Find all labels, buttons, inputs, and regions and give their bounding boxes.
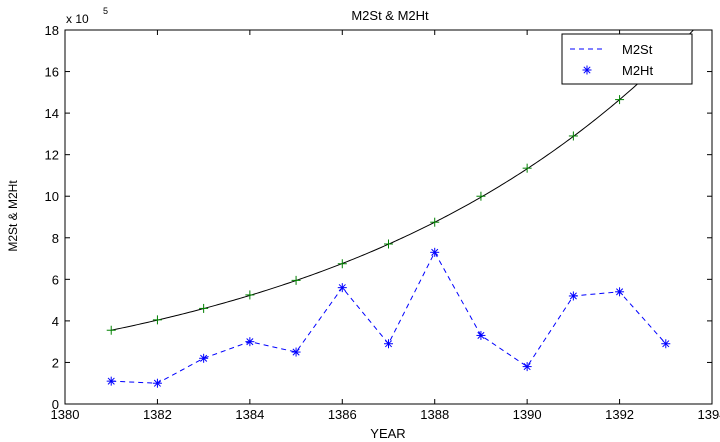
star-stroke bbox=[153, 379, 161, 387]
plot-area bbox=[106, 30, 694, 388]
legend-m2ht-swatch bbox=[582, 65, 592, 75]
y-tick-label: 0 bbox=[52, 397, 59, 412]
y-axis-label: M2St & M2Ht bbox=[6, 180, 20, 252]
star-stroke bbox=[292, 348, 300, 356]
fitted-point bbox=[568, 131, 578, 141]
series-point-m2ht bbox=[291, 347, 301, 357]
star-stroke bbox=[583, 66, 591, 74]
x-tick-label: 1380 bbox=[51, 407, 80, 422]
series-point-m2ht bbox=[152, 378, 162, 388]
series-point-m2ht bbox=[384, 339, 393, 349]
series-point-m2ht bbox=[430, 247, 440, 257]
star-stroke bbox=[246, 338, 254, 346]
fitted-point bbox=[245, 290, 255, 300]
series-point-m2ht bbox=[199, 353, 209, 363]
star-stroke bbox=[477, 331, 485, 339]
series-point-m2ht bbox=[661, 339, 671, 349]
x-tick-label: 1392 bbox=[605, 407, 634, 422]
y-tick-label: 18 bbox=[45, 23, 59, 38]
fitted-point bbox=[476, 191, 486, 201]
series-point-m2ht bbox=[568, 291, 578, 301]
x-tick-label: 1386 bbox=[328, 407, 357, 422]
fitted-point bbox=[522, 163, 532, 173]
y-tick-label: 4 bbox=[52, 314, 59, 329]
axes-box bbox=[64, 29, 713, 405]
legend-m2st-label: M2St bbox=[622, 42, 653, 57]
fitted-curve bbox=[111, 30, 694, 331]
y-multiplier-exponent: 5 bbox=[103, 6, 108, 16]
fitted-point bbox=[152, 315, 162, 325]
chart-title: M2St & M2Ht bbox=[351, 8, 429, 23]
series-point-m2ht bbox=[245, 337, 255, 347]
star-stroke bbox=[569, 292, 577, 300]
star-stroke bbox=[338, 284, 346, 292]
fitted-point bbox=[199, 303, 209, 313]
fitted-point bbox=[291, 275, 301, 285]
legend-star-marker bbox=[582, 65, 592, 75]
x-tick-label: 1394 bbox=[698, 407, 720, 422]
series-point-m2ht bbox=[476, 330, 486, 340]
legend-m2ht-label: M2Ht bbox=[622, 63, 653, 78]
legend: M2St M2Ht bbox=[561, 33, 693, 85]
y-tick-label: 10 bbox=[45, 189, 59, 204]
star-stroke bbox=[200, 354, 208, 362]
axes-layer: 1380 1382 1384 1386 1388 1390 1392 1394 0 2 4 6 8 10 1… bbox=[45, 23, 720, 422]
x-tick-label: 1382 bbox=[143, 407, 172, 422]
y-multiplier-label: x 10 bbox=[66, 12, 89, 26]
y-tick-label: 14 bbox=[45, 106, 59, 121]
star-stroke bbox=[523, 363, 531, 371]
y-tick-label: 2 bbox=[52, 355, 59, 370]
legend-box bbox=[561, 33, 693, 85]
fitted-point bbox=[337, 259, 347, 269]
plot-layer bbox=[106, 30, 694, 388]
y-tick-label: 12 bbox=[45, 148, 59, 163]
x-tick-label: 1388 bbox=[420, 407, 449, 422]
y-tick-label: 6 bbox=[52, 272, 59, 287]
y-tick-label: 8 bbox=[52, 231, 59, 246]
series-point-m2ht bbox=[106, 376, 116, 386]
x-tick-label: 1384 bbox=[235, 407, 264, 422]
x-axis-label: YEAR bbox=[370, 426, 405, 441]
star-stroke bbox=[431, 248, 439, 256]
fitted-point bbox=[106, 325, 116, 335]
fitted-point bbox=[430, 217, 440, 227]
fitted-point bbox=[384, 239, 393, 249]
series-point-m2ht bbox=[615, 287, 625, 297]
star-stroke bbox=[107, 377, 115, 385]
y-tick-label: 16 bbox=[45, 65, 59, 80]
fitted-point bbox=[615, 95, 625, 105]
star-stroke bbox=[616, 288, 624, 296]
star-stroke bbox=[662, 340, 670, 348]
x-tick-label: 1390 bbox=[513, 407, 542, 422]
series-point-m2ht bbox=[522, 362, 532, 372]
series-point-m2ht bbox=[337, 283, 347, 293]
star-stroke bbox=[384, 340, 393, 348]
